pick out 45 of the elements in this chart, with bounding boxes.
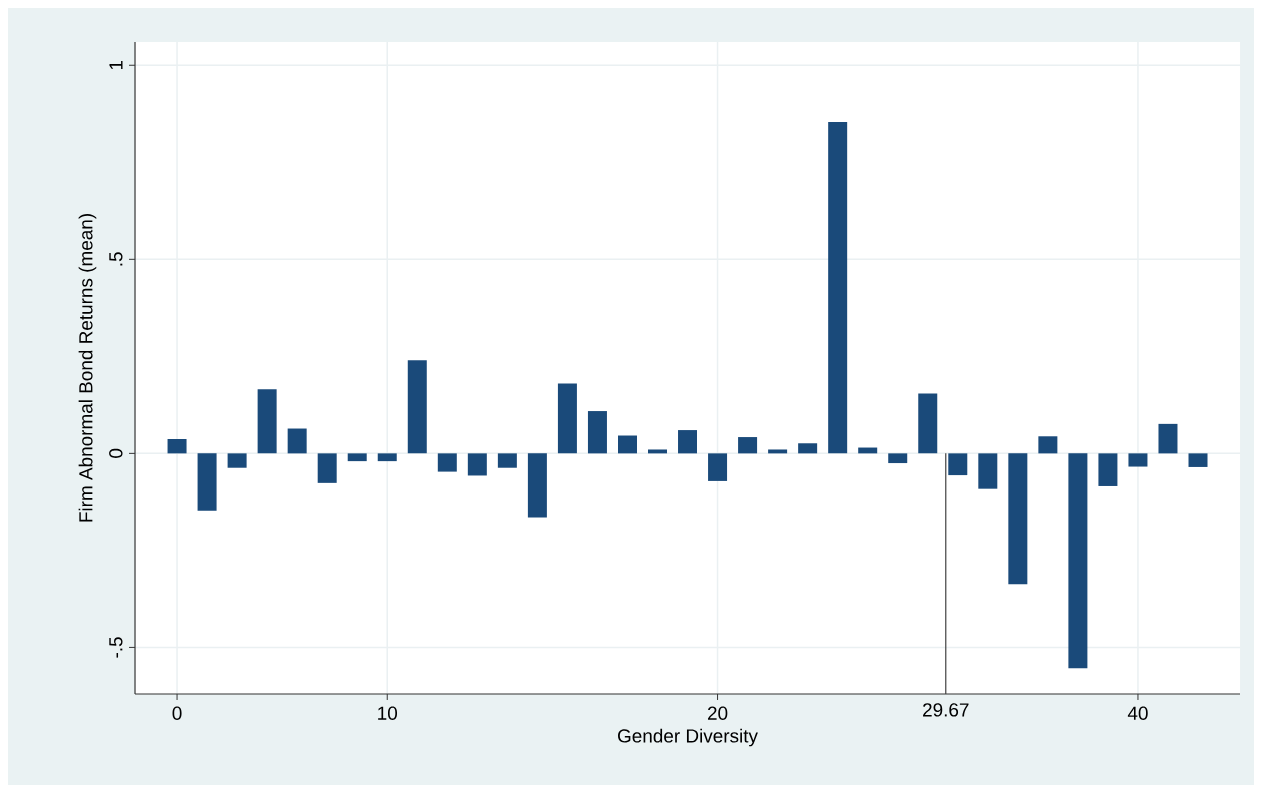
bar [1128,453,1148,467]
bar [167,439,187,454]
bar [648,449,667,454]
x-tick-label: 40 [1127,706,1148,720]
bar [1008,453,1028,585]
x-tick-label: 10 [378,706,398,720]
bar [467,453,487,476]
bar [978,453,998,489]
y-tick-label: -.5 [109,637,123,658]
bar [1038,436,1058,454]
bar [317,453,337,483]
bar [227,453,247,468]
bar [768,449,788,454]
bar [708,453,728,481]
bar [828,121,848,454]
bar [1098,453,1118,486]
bar [527,453,547,518]
bar [587,411,607,454]
y-tick-label: .5 [109,252,123,266]
bar [888,453,908,464]
bar [1158,423,1178,454]
y-tick-label: 1 [109,60,123,70]
bar [257,389,277,454]
bar [377,453,397,462]
x-tick-label: 20 [707,706,728,720]
bar [1188,453,1208,467]
bar [287,428,307,454]
bar [678,430,698,454]
y-tick-label: 0 [109,448,123,458]
bar [347,453,367,462]
bar [948,453,968,476]
bar [557,383,577,454]
x-axis-title: Gender Diversity [618,728,758,747]
bar [798,443,818,454]
bar [738,437,758,454]
bar [437,453,457,472]
x-tick-label: 0 [172,706,182,720]
bar [407,360,427,454]
bar [918,393,938,454]
bar [617,435,637,454]
annotation: 29.67 [923,703,969,717]
bar [1068,453,1088,669]
bar [197,453,217,511]
y-axis-title: Firm Abnormal Bond Returns (mean) [78,214,97,522]
bar [497,453,517,468]
